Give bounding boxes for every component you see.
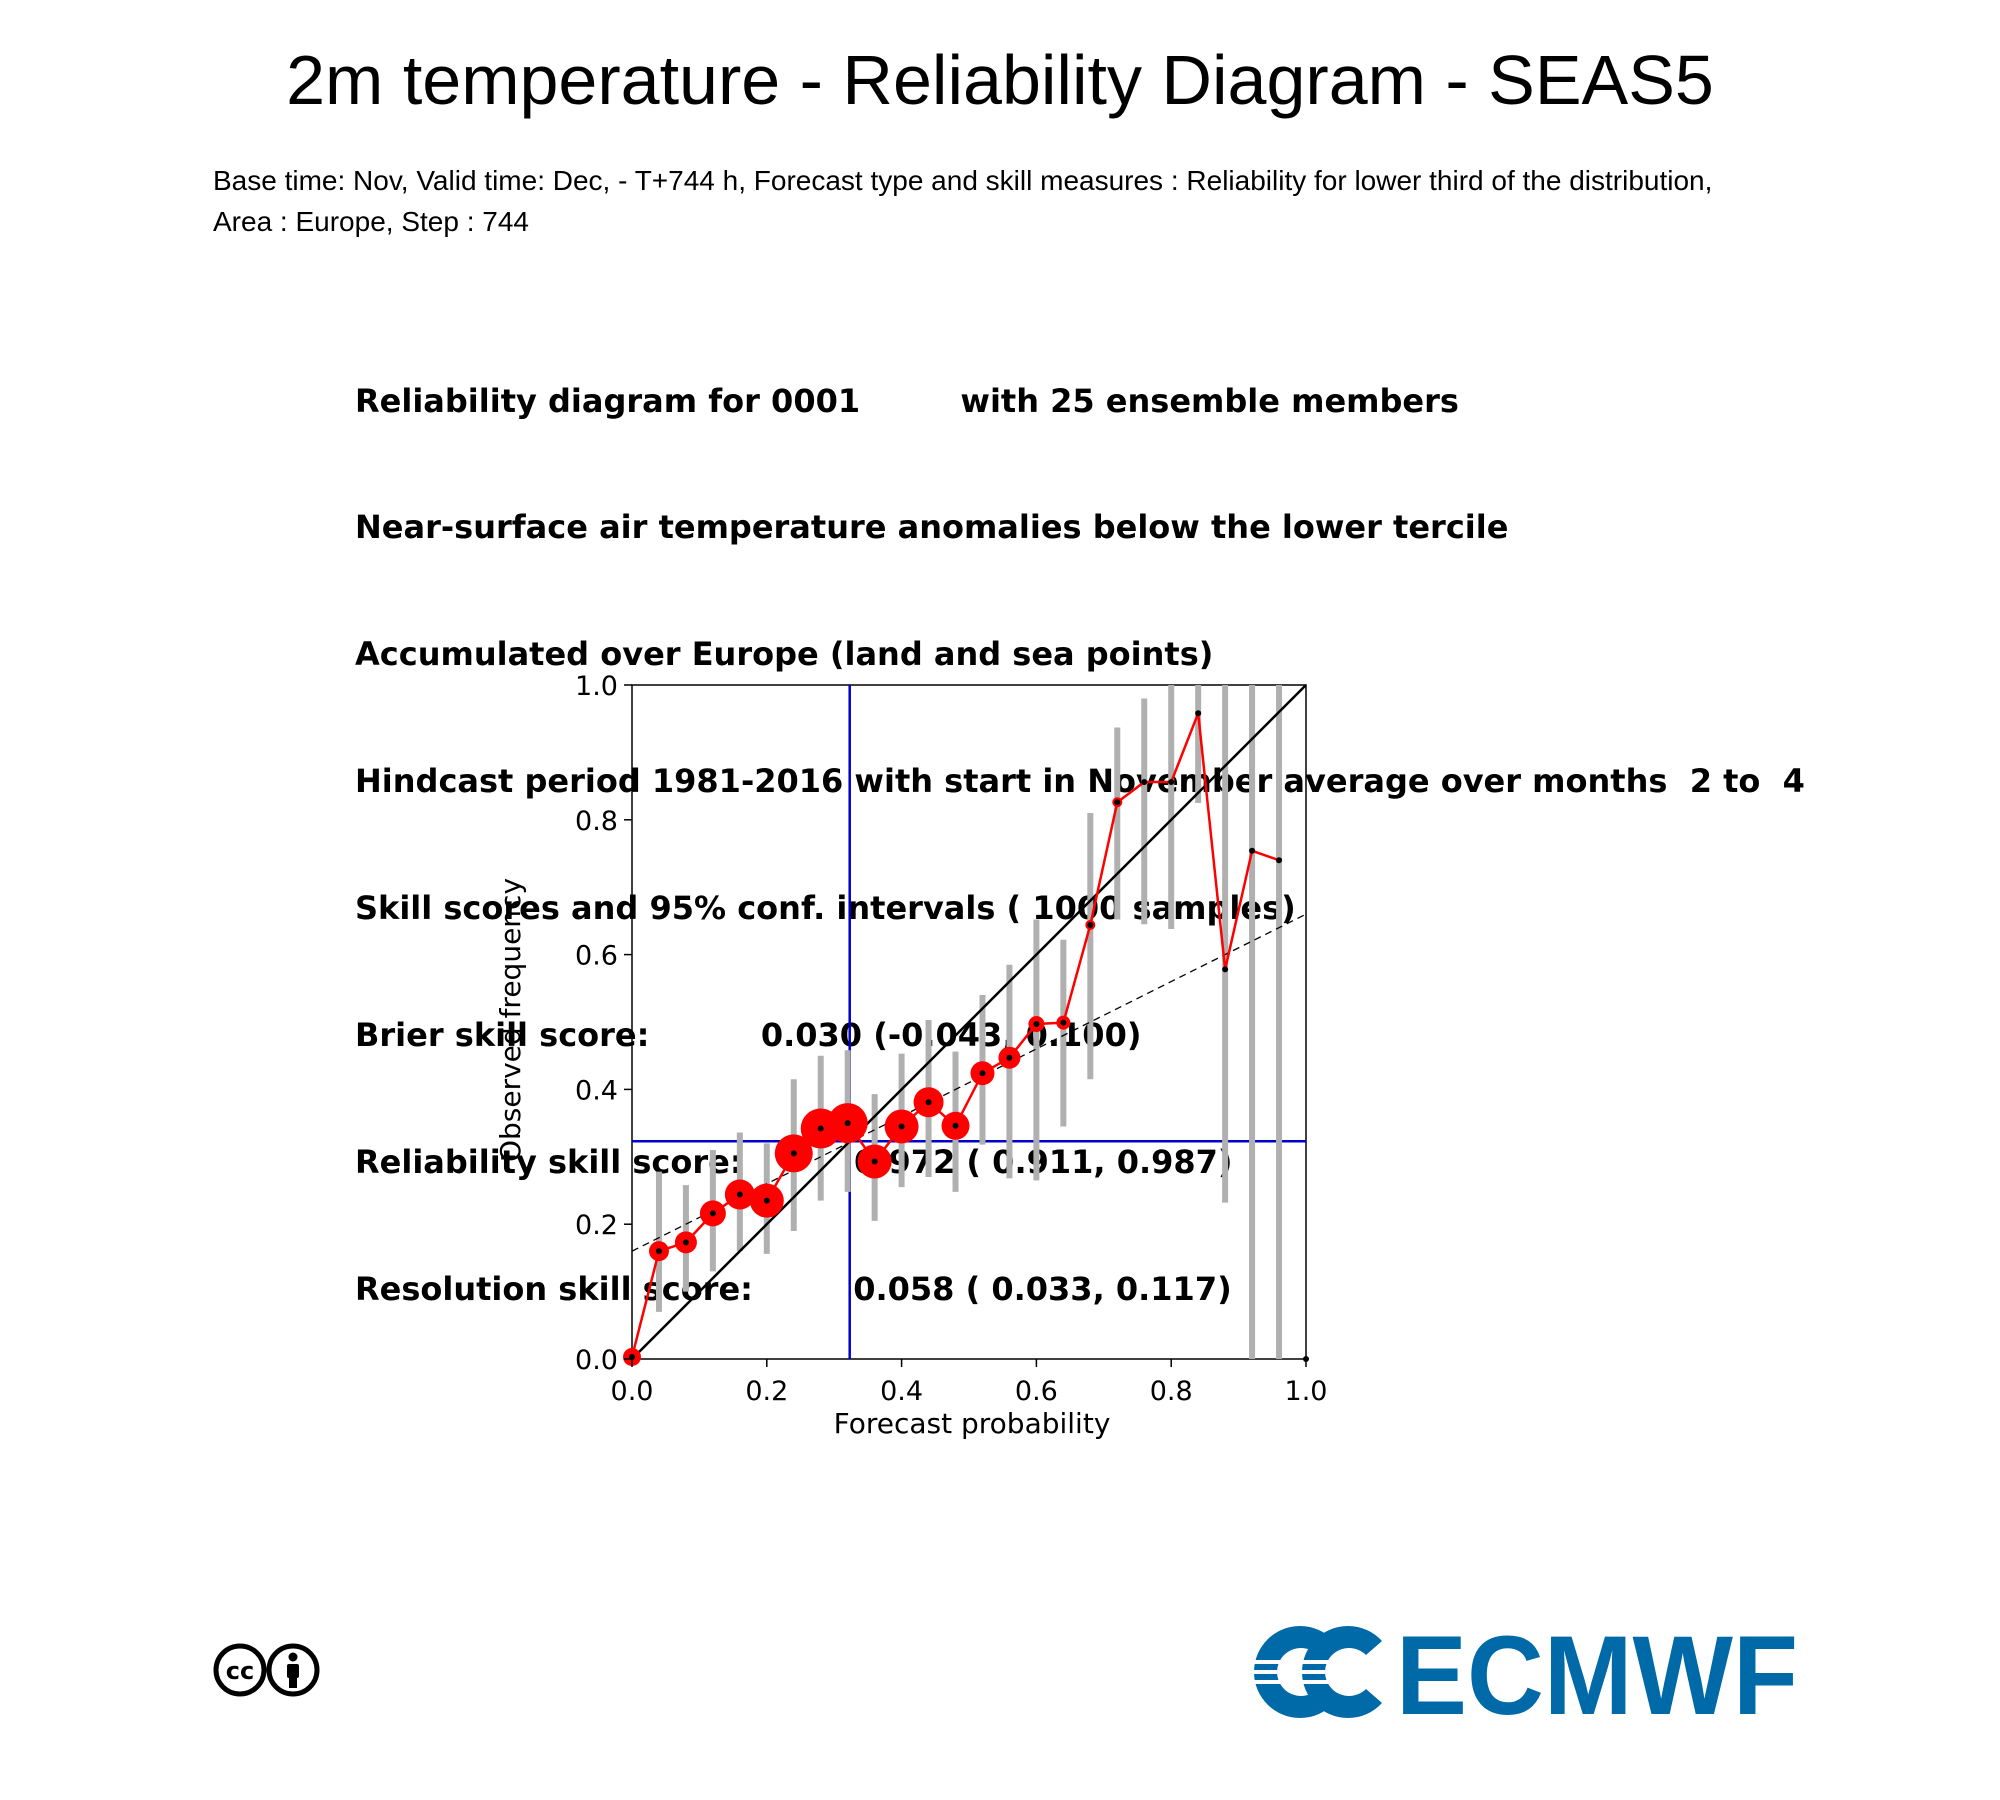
reliability-point-center bbox=[763, 1197, 770, 1204]
reliability-point-center bbox=[1060, 1019, 1067, 1026]
x-tick-label: 0.0 bbox=[611, 1376, 654, 1407]
subtitle-line-1: Base time: Nov, Valid time: Dec, - T+744… bbox=[213, 165, 1713, 196]
x-tick-label: 0.6 bbox=[1015, 1376, 1058, 1407]
reliability-point-center bbox=[844, 1120, 851, 1127]
reliability-point-center bbox=[925, 1099, 932, 1106]
reliability-point-center bbox=[979, 1070, 986, 1077]
y-tick-label: 0.2 bbox=[575, 1210, 618, 1241]
reliability-point-center bbox=[1114, 799, 1121, 806]
reliability-point-center bbox=[1087, 921, 1094, 928]
reliability-point-center bbox=[1249, 847, 1256, 854]
perfect-reliability-line bbox=[631, 684, 1307, 1360]
info-line: Accumulated over Europe (land and sea po… bbox=[355, 635, 1214, 674]
info-line: Skill scores and 95% conf. intervals ( 1… bbox=[355, 889, 1296, 928]
x-tick-label: 0.4 bbox=[880, 1376, 923, 1407]
reliability-point-center bbox=[1276, 857, 1283, 864]
ecmwf-logo: ECMWF bbox=[1248, 1618, 1798, 1728]
reliability-point-center bbox=[1222, 966, 1229, 973]
reliability-point-center bbox=[871, 1158, 878, 1165]
y-tick-label: 0.4 bbox=[575, 1075, 618, 1106]
reliability-point-center bbox=[1195, 710, 1202, 717]
reliability-point-center bbox=[817, 1125, 824, 1132]
reliability-point-center bbox=[655, 1248, 662, 1255]
reliability-point-center bbox=[898, 1123, 905, 1130]
page-title: 2m temperature - Reliability Diagram - S… bbox=[286, 41, 1714, 119]
x-tick-label: 0.8 bbox=[1150, 1376, 1193, 1407]
reliability-point-center bbox=[790, 1150, 797, 1157]
x-axis-label: Forecast probability bbox=[834, 1407, 1111, 1440]
svg-text:cc: cc bbox=[226, 1657, 254, 1685]
skill-score-info: Reliability diagram for 0001 with 25 ens… bbox=[355, 295, 1805, 1352]
y-tick-label: 0.6 bbox=[575, 941, 618, 972]
reliability-point-center bbox=[709, 1210, 716, 1217]
reliability-point-center bbox=[1168, 779, 1175, 786]
y-tick-label: 0.8 bbox=[575, 806, 618, 837]
info-line: Brier skill score: 0.030 (-0.043, 0.100) bbox=[355, 1016, 1142, 1055]
y-tick-label: 0.0 bbox=[575, 1345, 618, 1376]
subtitle: Base time: Nov, Valid time: Dec, - T+744… bbox=[213, 160, 1913, 242]
reliability-point-center bbox=[952, 1122, 959, 1129]
plot-frame bbox=[631, 684, 1307, 1360]
info-line: Resolution skill score: 0.058 ( 0.033, 0… bbox=[355, 1269, 1232, 1308]
y-axis-label: Observed frequency bbox=[494, 878, 527, 1162]
y-tick-label: 1.0 bbox=[575, 671, 618, 702]
info-line: Reliability diagram for 0001 with 25 ens… bbox=[355, 381, 1459, 420]
reliability-point-center bbox=[1033, 1021, 1040, 1028]
info-line: Reliability skill score: 0.972 ( 0.911, … bbox=[355, 1142, 1233, 1181]
reliability-point-center bbox=[1006, 1054, 1013, 1061]
creative-commons-by-icon: cc bbox=[213, 1643, 320, 1697]
info-line: Near-surface air temperature anomalies b… bbox=[355, 508, 1509, 547]
reliability-point-center bbox=[1141, 779, 1148, 786]
ecmwf-logo-text: ECMWF bbox=[1396, 1618, 1798, 1728]
subtitle-line-2: Area : Europe, Step : 744 bbox=[213, 206, 529, 237]
reliability-point-center bbox=[736, 1191, 743, 1198]
x-tick-label: 1.0 bbox=[1285, 1376, 1328, 1407]
reliability-point-center bbox=[682, 1239, 689, 1246]
x-tick-label: 0.2 bbox=[745, 1376, 788, 1407]
